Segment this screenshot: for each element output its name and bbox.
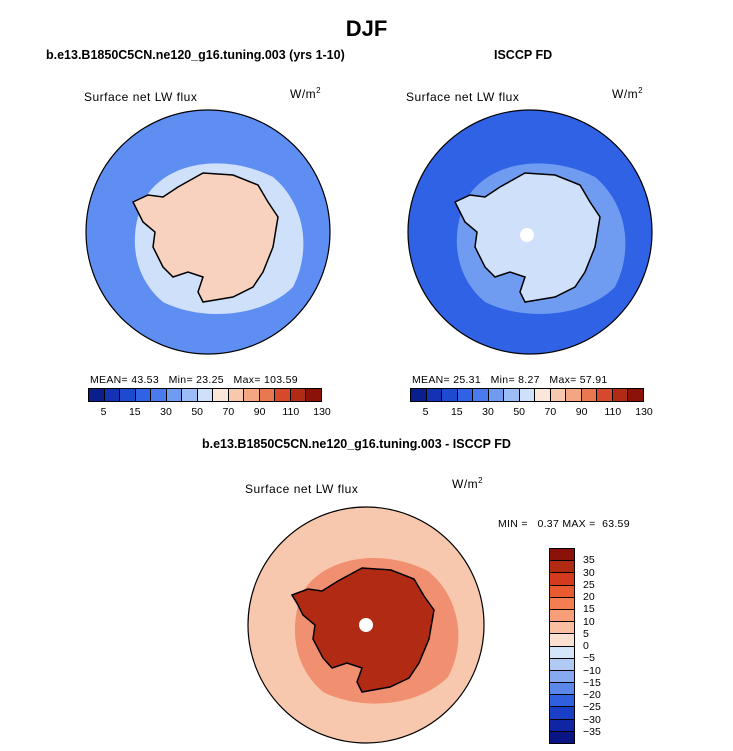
colorbar-obs-tick-label: 5: [422, 406, 429, 418]
colorbar-diff-swatch: [550, 609, 574, 623]
colorbar-model-swatch: [182, 389, 198, 401]
colorbar-diff-tick-label: 30: [583, 566, 595, 579]
pole-hole-diff: [359, 618, 373, 632]
colorbar-model-swatch: [197, 389, 214, 401]
colorbar-obs-swatch: [535, 389, 551, 401]
pole-hole-obs: [520, 228, 534, 242]
colorbar-obs-tick-label: 90: [575, 406, 588, 418]
colorbar-model-swatch: [259, 389, 276, 401]
colorbar-model-tick-label: 5: [100, 406, 107, 418]
polar-map-obs: [407, 109, 653, 355]
colorbar-obs-swatch: [473, 389, 489, 401]
colorbar-model-swatch: [120, 389, 136, 401]
colorbar-obs-swatch: [411, 389, 427, 401]
unit-label-model: W/m2: [290, 86, 322, 101]
colorbar-model-tick-label: 15: [128, 406, 141, 418]
colorbar-diff-tick-label: 0: [583, 640, 589, 652]
stats-model: MEAN= 43.53 Min= 23.25 Max= 103.59: [90, 374, 298, 386]
colorbar-diff-tick-label: −30: [583, 713, 601, 726]
variable-label-diff: Surface net LW flux: [245, 482, 359, 496]
colorbar-obs-swatch: [566, 389, 582, 401]
colorbar-obs-swatch: [612, 389, 629, 401]
colorbar-model-tick-label: 30: [160, 406, 172, 418]
colorbar-diff-swatch: [550, 573, 574, 586]
colorbar-obs-swatch: [581, 389, 598, 401]
colorbar-obs-tick-label: 30: [482, 406, 494, 418]
colorbar-obs-swatch: [519, 389, 536, 401]
colorbar-obs-swatch: [442, 389, 458, 401]
unit-label-diff: W/m2: [452, 476, 484, 491]
colorbar-obs-tick-label: 110: [604, 406, 622, 418]
colorbar-obs-swatch: [488, 389, 505, 401]
colorbar-model-swatch: [104, 389, 121, 401]
colorbar-obs-swatch: [597, 389, 613, 401]
colorbar-model-tick-label: 90: [253, 406, 266, 418]
colorbar-model-tick-label: 70: [222, 406, 235, 418]
colorbar-obs-tick-label: 50: [513, 406, 526, 418]
variable-label-obs: Surface net LW flux: [406, 90, 520, 104]
colorbar-obs-swatch: [457, 389, 474, 401]
colorbar-model-tick-label: 50: [191, 406, 204, 418]
colorbar-obs-swatch: [550, 389, 567, 401]
colorbar-obs: [410, 388, 644, 402]
colorbar-diff-swatch: [550, 695, 574, 708]
colorbar-obs-tick-label: 70: [544, 406, 557, 418]
colorbar-obs-tick-label: 130: [635, 406, 653, 418]
colorbar-diff-swatch: [550, 719, 574, 732]
colorbar-diff-swatch: [550, 707, 574, 720]
colorbar-diff-tick-label: 15: [583, 603, 595, 616]
colorbar-model-swatch: [213, 389, 229, 401]
colorbar-obs-swatch: [628, 389, 643, 401]
colorbar-model-tick-label: 110: [282, 406, 300, 418]
panel-title-obs: ISCCP FD: [494, 48, 553, 62]
colorbar-diff-tick-label: 25: [583, 578, 595, 591]
colorbar-diff-swatch: [550, 585, 574, 598]
colorbar-diff-swatch: [550, 549, 574, 562]
variable-label-model: Surface net LW flux: [84, 90, 198, 104]
colorbar-obs-swatch: [426, 389, 443, 401]
antarctica-model: [131, 172, 279, 303]
colorbar-model-swatch: [135, 389, 152, 401]
panel-title-model: b.e13.B1850C5CN.ne120_g16.tuning.003 (yr…: [46, 48, 345, 62]
colorbar-diff-swatch: [550, 731, 574, 743]
colorbar-model-tick-label: 130: [313, 406, 331, 418]
colorbar-diff-swatch: [550, 646, 574, 659]
colorbar-model-swatch: [166, 389, 183, 401]
colorbar-diff-tick-label: −10: [583, 664, 601, 677]
colorbar-diff-swatch: [550, 597, 574, 610]
colorbar-model-swatch: [306, 389, 321, 401]
colorbar-model-swatch: [89, 389, 105, 401]
colorbar-diff-swatch: [550, 561, 574, 574]
colorbar-diff-tick-label: 10: [583, 615, 595, 628]
colorbar-diff-tick-label: −20: [583, 689, 601, 701]
figure-title: DJF: [345, 16, 388, 41]
polar-map-diff: [247, 506, 485, 744]
colorbar-diff-swatch: [550, 634, 574, 647]
colorbar-model-swatch: [228, 389, 245, 401]
colorbar-diff-tick-label: −5: [583, 652, 595, 665]
colorbar-diff-tick-label: 20: [583, 591, 595, 603]
colorbar-diff-swatch: [550, 670, 574, 684]
colorbar-model-swatch: [151, 389, 167, 401]
polar-map-model: [85, 109, 331, 355]
colorbar-diff-tick-label: 5: [583, 627, 589, 640]
colorbar-diff-tick-label: 35: [583, 554, 595, 567]
colorbar-obs-swatch: [504, 389, 520, 401]
colorbar-diff-tick-label: −25: [583, 701, 601, 714]
colorbar-obs-tick-label: 15: [450, 406, 463, 418]
colorbar-model-swatch: [290, 389, 307, 401]
panel-title-diff: b.e13.B1850C5CN.ne120_g16.tuning.003 - I…: [202, 437, 511, 451]
colorbar-model-swatch: [244, 389, 260, 401]
stats-obs: MEAN= 25.31 Min= 8.27 Max= 57.91: [412, 374, 608, 386]
colorbar-model-swatch: [275, 389, 291, 401]
colorbar-diff-tick-label: −15: [583, 676, 601, 689]
colorbar-diff-tick-label: −35: [583, 725, 601, 738]
colorbar-model: [88, 388, 322, 402]
colorbar-diff-swatch: [550, 683, 574, 696]
colorbar-diff: [549, 548, 575, 744]
unit-label-obs: W/m2: [612, 86, 644, 101]
colorbar-diff-swatch: [550, 658, 574, 671]
colorbar-diff-swatch: [550, 622, 574, 635]
stats-diff: MIN = 0.37 MAX = 63.59: [498, 518, 630, 530]
